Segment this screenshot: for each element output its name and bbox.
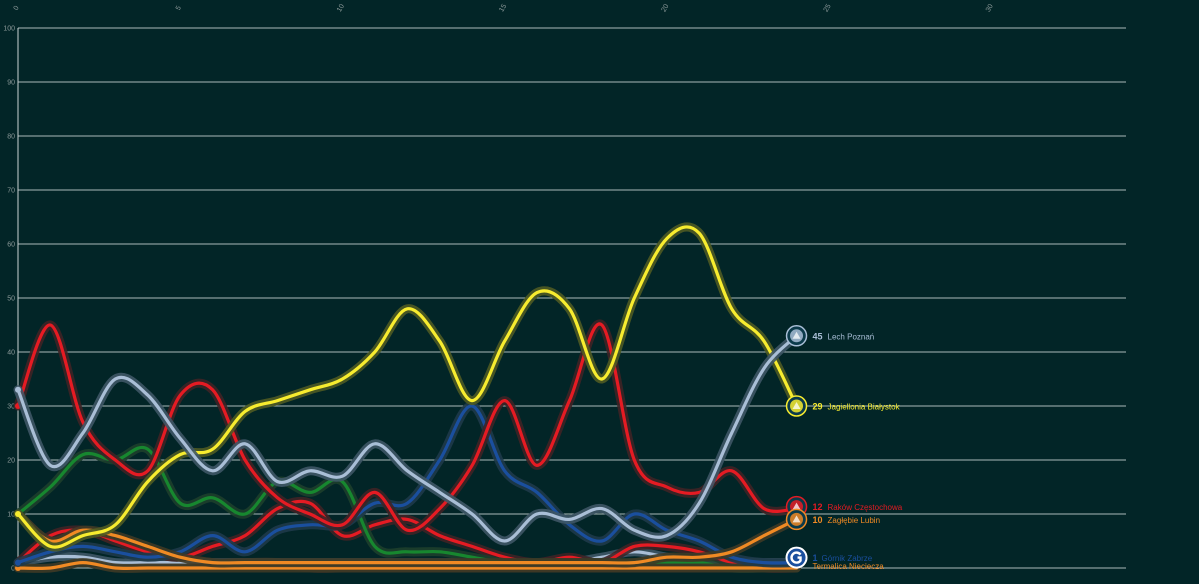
series-end-labels: 45 Lech Poznań 29 Jagiellonia Białystok 12 Ra… bbox=[785, 325, 903, 571]
end-label-3: 10 Zagłębie Lubin bbox=[785, 508, 880, 531]
y-tick-label: 60 bbox=[7, 242, 15, 249]
end-label-0: 45 Lech Poznań bbox=[785, 325, 875, 347]
y-tick-label: 40 bbox=[7, 350, 15, 357]
series-start-point bbox=[15, 386, 21, 393]
x-tick-label: 15 bbox=[498, 3, 508, 13]
series-glow-lech-poznan bbox=[13, 331, 801, 546]
end-label-name: Lech Poznań bbox=[828, 332, 875, 341]
x-tick-label: 5 bbox=[175, 5, 183, 12]
x-tick-label: 25 bbox=[823, 3, 833, 13]
series-lines bbox=[13, 222, 801, 573]
end-label-value: 29 bbox=[813, 402, 823, 412]
series-line-gornik-zabrze bbox=[16, 404, 799, 565]
lech-logo-icon bbox=[785, 325, 808, 347]
y-tick-label: 30 bbox=[7, 404, 15, 411]
end-label-value: 1 bbox=[813, 553, 818, 563]
y-tick-label: 10 bbox=[7, 512, 15, 519]
end-label-name: Zagłębie Lubin bbox=[828, 516, 880, 525]
end-label-name: Termalica Nieciecza bbox=[813, 562, 885, 571]
series-line-rakow-czestochowa bbox=[16, 322, 799, 533]
grid bbox=[17, 27, 1126, 569]
end-label-name: Jagiellonia Białystok bbox=[828, 403, 901, 412]
x-tick-label: 0 bbox=[13, 5, 21, 12]
y-axis-ticks: 0 10 20 30 40 50 60 70 80 90 100 bbox=[3, 26, 15, 573]
end-label-name: Raków Częstochowa bbox=[828, 503, 903, 512]
x-axis-ticks: 0 5 10 15 20 25 30 bbox=[13, 3, 995, 13]
x-tick-label: 20 bbox=[661, 3, 671, 13]
x-tick-label: 30 bbox=[985, 3, 995, 13]
y-tick-label: 20 bbox=[7, 458, 15, 465]
gornik-logo-icon bbox=[785, 546, 808, 569]
y-tick-label: 50 bbox=[7, 296, 15, 303]
y-tick-label: 80 bbox=[7, 134, 15, 141]
end-label-1: 29 Jagiellonia Białystok bbox=[785, 395, 901, 417]
series-start-point bbox=[15, 559, 21, 566]
jagiellonia-logo-icon bbox=[785, 395, 808, 417]
series-line-termalica-nieciecza bbox=[16, 561, 799, 570]
y-tick-label: 90 bbox=[7, 80, 15, 87]
series-line-series-7 bbox=[16, 499, 799, 570]
series-start-point bbox=[15, 511, 21, 517]
y-tick-label: 0 bbox=[11, 566, 15, 573]
end-label-value: 10 bbox=[813, 515, 823, 525]
y-tick-label: 70 bbox=[7, 188, 15, 195]
series-line-lech-poznan bbox=[16, 334, 799, 543]
series-line-jagiellonia-bialystok bbox=[16, 225, 799, 549]
zaglebie-logo-icon bbox=[785, 508, 808, 531]
x-tick-label: 10 bbox=[336, 3, 346, 13]
end-label-value: 12 bbox=[813, 502, 823, 512]
end-label-name: Górnik Zabrze bbox=[822, 554, 873, 563]
series-line-series-6 bbox=[16, 445, 799, 570]
end-label-value: 45 bbox=[813, 331, 823, 341]
y-tick-label: 100 bbox=[3, 26, 15, 33]
series-line-zaglebie-lubin bbox=[16, 512, 799, 565]
